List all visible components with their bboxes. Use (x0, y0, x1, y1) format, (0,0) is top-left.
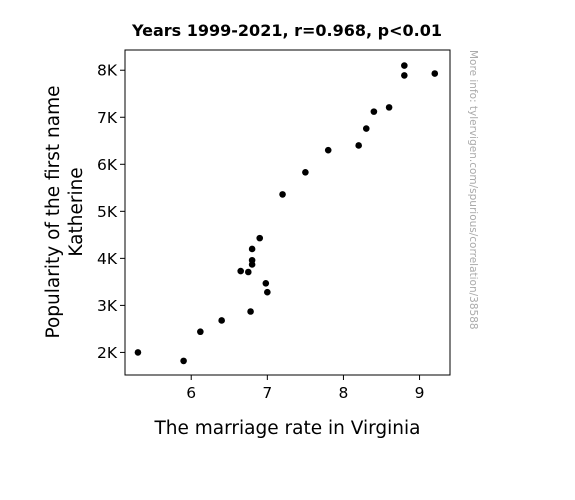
data-point-13 (264, 288, 271, 296)
data-point-5 (237, 267, 244, 275)
y-tick-label: 6K (97, 156, 118, 174)
data-point-20 (385, 104, 393, 111)
data-point-19 (370, 108, 378, 115)
y-axis-label-line-2: Katherine (66, 167, 87, 256)
data-point-1 (134, 349, 142, 356)
data-point-2 (180, 357, 187, 365)
data-point-3 (197, 328, 204, 336)
data-point-7 (247, 308, 254, 315)
data-point-18 (362, 125, 370, 132)
data-points (134, 62, 439, 365)
x-tick-label: 9 (415, 384, 425, 402)
y-axis-label: Popularity of the first name Katherine (43, 85, 87, 338)
data-point-6 (245, 268, 252, 276)
data-point-16 (324, 146, 332, 154)
y-tick-label: 4K (97, 250, 118, 268)
data-point-10 (248, 245, 256, 253)
chart-title: Years 1999-2021, r=0.968, p<0.01 (131, 21, 442, 40)
data-point-17 (355, 142, 362, 149)
data-point-4 (218, 317, 225, 324)
y-tick-label: 3K (97, 297, 118, 315)
y-tick-label: 8K (97, 62, 118, 80)
data-point-11 (256, 234, 264, 242)
y-tick-label: 7K (97, 109, 118, 127)
x-tick-label: 8 (339, 384, 349, 402)
x-tick-label: 7 (262, 384, 272, 402)
data-point-21 (401, 72, 408, 79)
x-axis-label: The marriage rate in Virginia (154, 418, 421, 439)
y-axis-ticks: 2K 3K 4K 5K 6K 7K 8K (97, 62, 125, 362)
data-point-12 (262, 279, 270, 287)
data-point-23 (431, 70, 439, 77)
x-axis-ticks: 6 7 8 9 (186, 375, 424, 402)
y-tick-label: 2K (97, 344, 118, 362)
y-tick-label: 5K (97, 203, 118, 221)
data-point-14 (279, 191, 286, 198)
plot-frame (124, 49, 451, 376)
y-axis-label-line-1: Popularity of the first name (43, 85, 64, 338)
data-point-22 (401, 62, 408, 69)
data-point-15 (302, 168, 309, 176)
x-tick-label: 6 (186, 384, 196, 402)
data-point-9 (248, 256, 256, 264)
source-note: More info: tylervigen.com/spurious/corre… (467, 50, 479, 330)
plot-area: 6 7 8 9 2K 3K 4K 5K 6K 7K 8K (97, 49, 451, 402)
